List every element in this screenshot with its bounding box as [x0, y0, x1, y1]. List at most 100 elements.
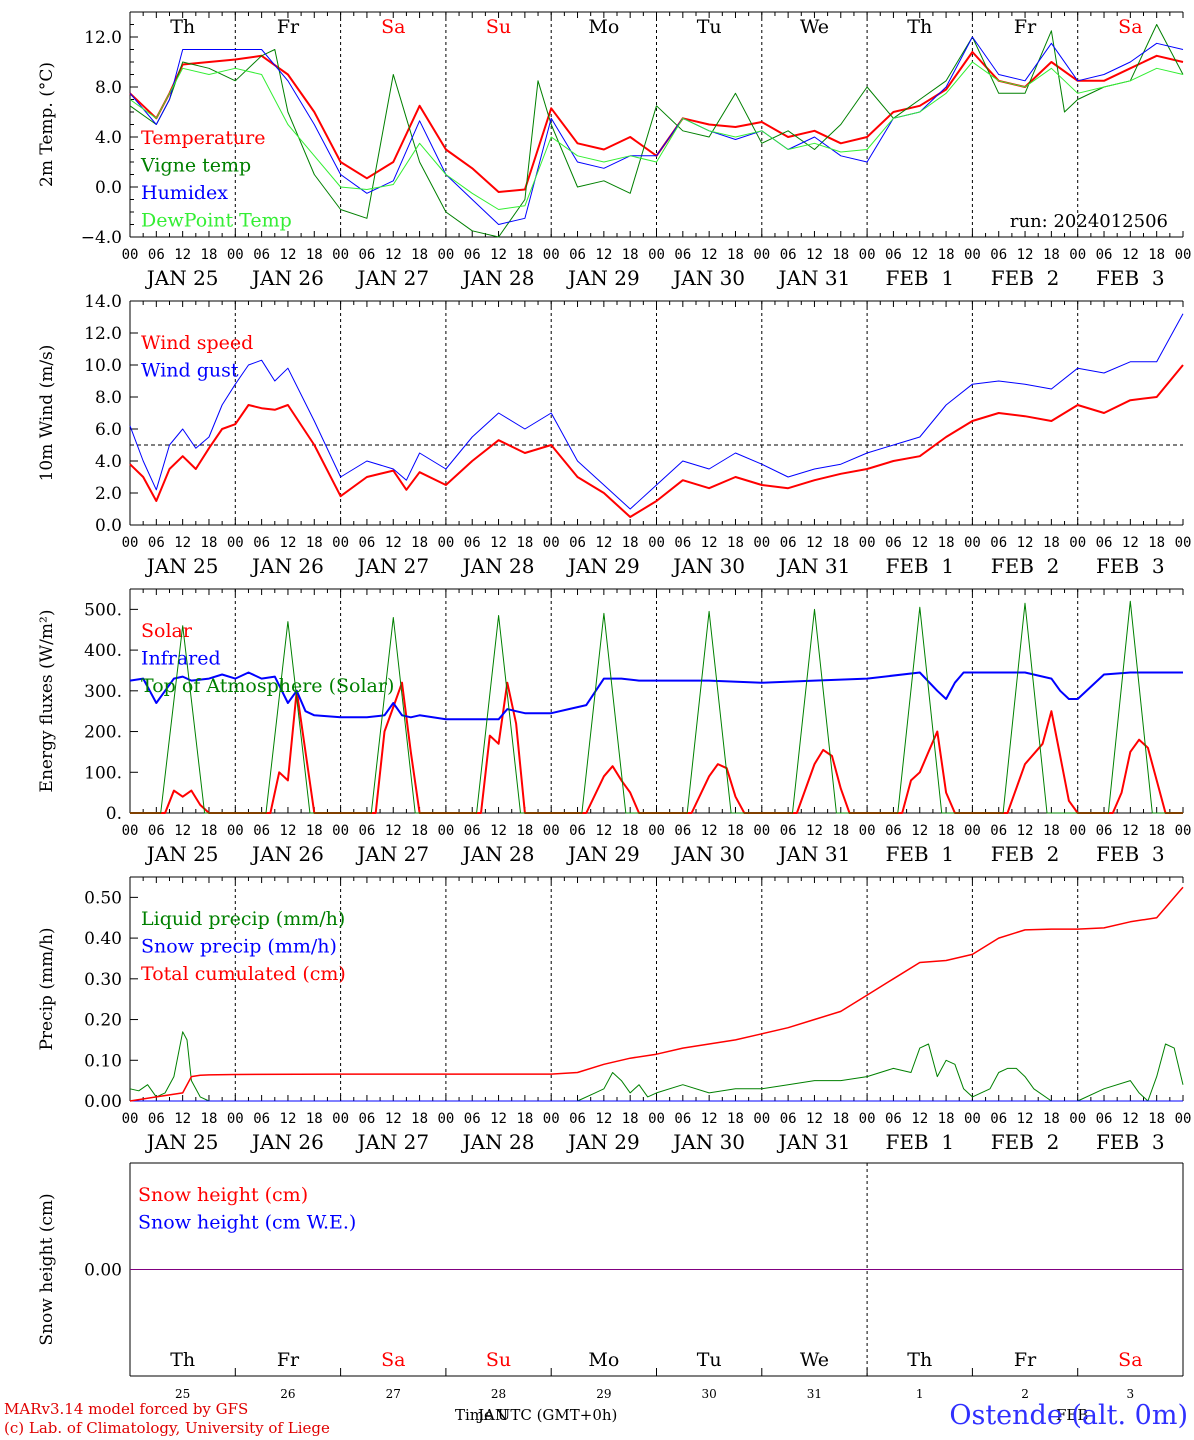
y-axis-label: Precip (mm/h)	[37, 927, 57, 1050]
hour-label: 18	[201, 535, 218, 551]
hour-label: 00	[964, 247, 981, 263]
panel-4: 0.00 0.10 0.20 0.30 0.40 0.50 Precip (mm/h) Liq…	[37, 876, 1191, 1154]
hour-label: 00	[753, 1111, 770, 1127]
weekday-label: Tu	[697, 16, 722, 38]
y-tick-label: 0.40	[84, 929, 122, 949]
series-line-dewpoint-temp	[129, 61, 1184, 210]
hour-label: 00	[332, 247, 349, 263]
hour-label: 00	[332, 823, 349, 839]
hour-label: 06	[885, 535, 902, 551]
y-tick-label: 0.30	[84, 970, 122, 990]
hour-label: 12	[806, 247, 823, 263]
legend-entry: Humidex	[141, 182, 228, 204]
hour-label: 18	[306, 535, 323, 551]
hour-label: 12	[1122, 247, 1139, 263]
hour-label: 18	[727, 1111, 744, 1127]
series-line-wind-gust	[129, 313, 1184, 510]
hour-label: 18	[516, 1111, 533, 1127]
hour-label: 00	[753, 823, 770, 839]
hour-label: 12	[385, 1111, 402, 1127]
legend-entry: Infrared	[141, 648, 221, 670]
y-tick-label: −4.0	[81, 228, 122, 248]
hour-label: 00	[859, 535, 876, 551]
run-annotation: run: 2024012506	[1010, 211, 1168, 232]
y-axis-label: Snow height (cm)	[37, 1193, 57, 1345]
hour-label: 00	[648, 247, 665, 263]
date-label: JAN 27	[355, 842, 429, 866]
hour-label: 12	[595, 535, 612, 551]
hour-label: 06	[780, 823, 797, 839]
weekday-label: We	[800, 1349, 829, 1371]
weekday-label: We	[800, 16, 829, 38]
y-axis-label: 10m Wind (m/s)	[37, 345, 57, 482]
legend-entry: Top of Atmosphere (Solar)	[141, 675, 394, 697]
hour-label: 18	[306, 823, 323, 839]
date-label: JAN 29	[566, 1130, 640, 1154]
date-label: FEB 2	[991, 266, 1060, 290]
hour-label: 00	[437, 247, 454, 263]
hour-label: 12	[1017, 535, 1034, 551]
hour-label: 06	[358, 535, 375, 551]
weekday-label: Fr	[277, 1349, 300, 1371]
date-label: FEB 2	[991, 554, 1060, 578]
hour-label: 12	[385, 823, 402, 839]
hour-label: 06	[674, 535, 691, 551]
y-tick-label: 2.0	[95, 484, 122, 504]
hour-label: 18	[727, 823, 744, 839]
hour-label: 06	[464, 1111, 481, 1127]
hour-label: 18	[306, 1111, 323, 1127]
hour-label: 18	[201, 823, 218, 839]
hour-label: 18	[1148, 535, 1165, 551]
hour-label: 12	[911, 535, 928, 551]
hour-label: 18	[622, 1111, 639, 1127]
hour-label: 06	[780, 535, 797, 551]
series-line-infrared	[129, 671, 1183, 721]
hour-label: 06	[990, 1111, 1007, 1127]
hour-label: 18	[938, 247, 955, 263]
hour-label: 12	[806, 1111, 823, 1127]
hour-label: 06	[464, 535, 481, 551]
hour-label: 06	[148, 823, 165, 839]
hour-label: 06	[1096, 535, 1113, 551]
hour-label: 18	[411, 823, 428, 839]
weekday-label: Su	[486, 1349, 511, 1371]
legend-entry: Temperature	[141, 127, 265, 149]
hour-label: 00	[964, 823, 981, 839]
weekday-label: Tu	[697, 1349, 722, 1371]
hour-label: 12	[1017, 1111, 1034, 1127]
hour-label: 06	[148, 1111, 165, 1127]
hour-label: 00	[332, 1111, 349, 1127]
model-credit: MARv3.14 model forced by GFS	[4, 1400, 249, 1418]
date-label: FEB 3	[1096, 842, 1165, 866]
weekday-label: Sa	[381, 1349, 405, 1371]
y-axis-label: Energy fluxes (W/m²)	[37, 610, 57, 793]
hour-label: 06	[990, 247, 1007, 263]
hour-label: 18	[938, 823, 955, 839]
hour-label: 12	[806, 535, 823, 551]
hour-label: 18	[306, 247, 323, 263]
day-number: 3	[1127, 1387, 1135, 1401]
date-label: FEB 3	[1096, 1130, 1165, 1154]
hour-label: 00	[437, 1111, 454, 1127]
y-tick-label: 0.10	[84, 1051, 122, 1071]
hour-label: 18	[1043, 535, 1060, 551]
date-label: JAN 26	[250, 842, 324, 866]
y-tick-label: 100.	[84, 763, 122, 783]
hour-label: 06	[990, 535, 1007, 551]
hour-label: 00	[543, 823, 560, 839]
hour-label: 12	[595, 823, 612, 839]
hour-label: 18	[727, 247, 744, 263]
hour-label: 00	[122, 535, 139, 551]
hour-label: 06	[148, 535, 165, 551]
hour-label: 12	[490, 823, 507, 839]
lab-credit: (c) Lab. of Climatology, University of L…	[4, 1419, 330, 1437]
weekday-label: Fr	[277, 16, 300, 38]
hour-label: 00	[964, 1111, 981, 1127]
hour-label: 12	[911, 1111, 928, 1127]
y-tick-label: 12.0	[84, 28, 122, 48]
panel-5: 0.00 Snow height (cm) Snow height (cm) Snow…	[37, 1162, 1184, 1401]
series-line-top-of-atmosphere-solar-	[130, 600, 1183, 814]
hour-label: 06	[569, 535, 586, 551]
date-label: JAN 25	[145, 266, 219, 290]
hour-label: 06	[1096, 823, 1113, 839]
